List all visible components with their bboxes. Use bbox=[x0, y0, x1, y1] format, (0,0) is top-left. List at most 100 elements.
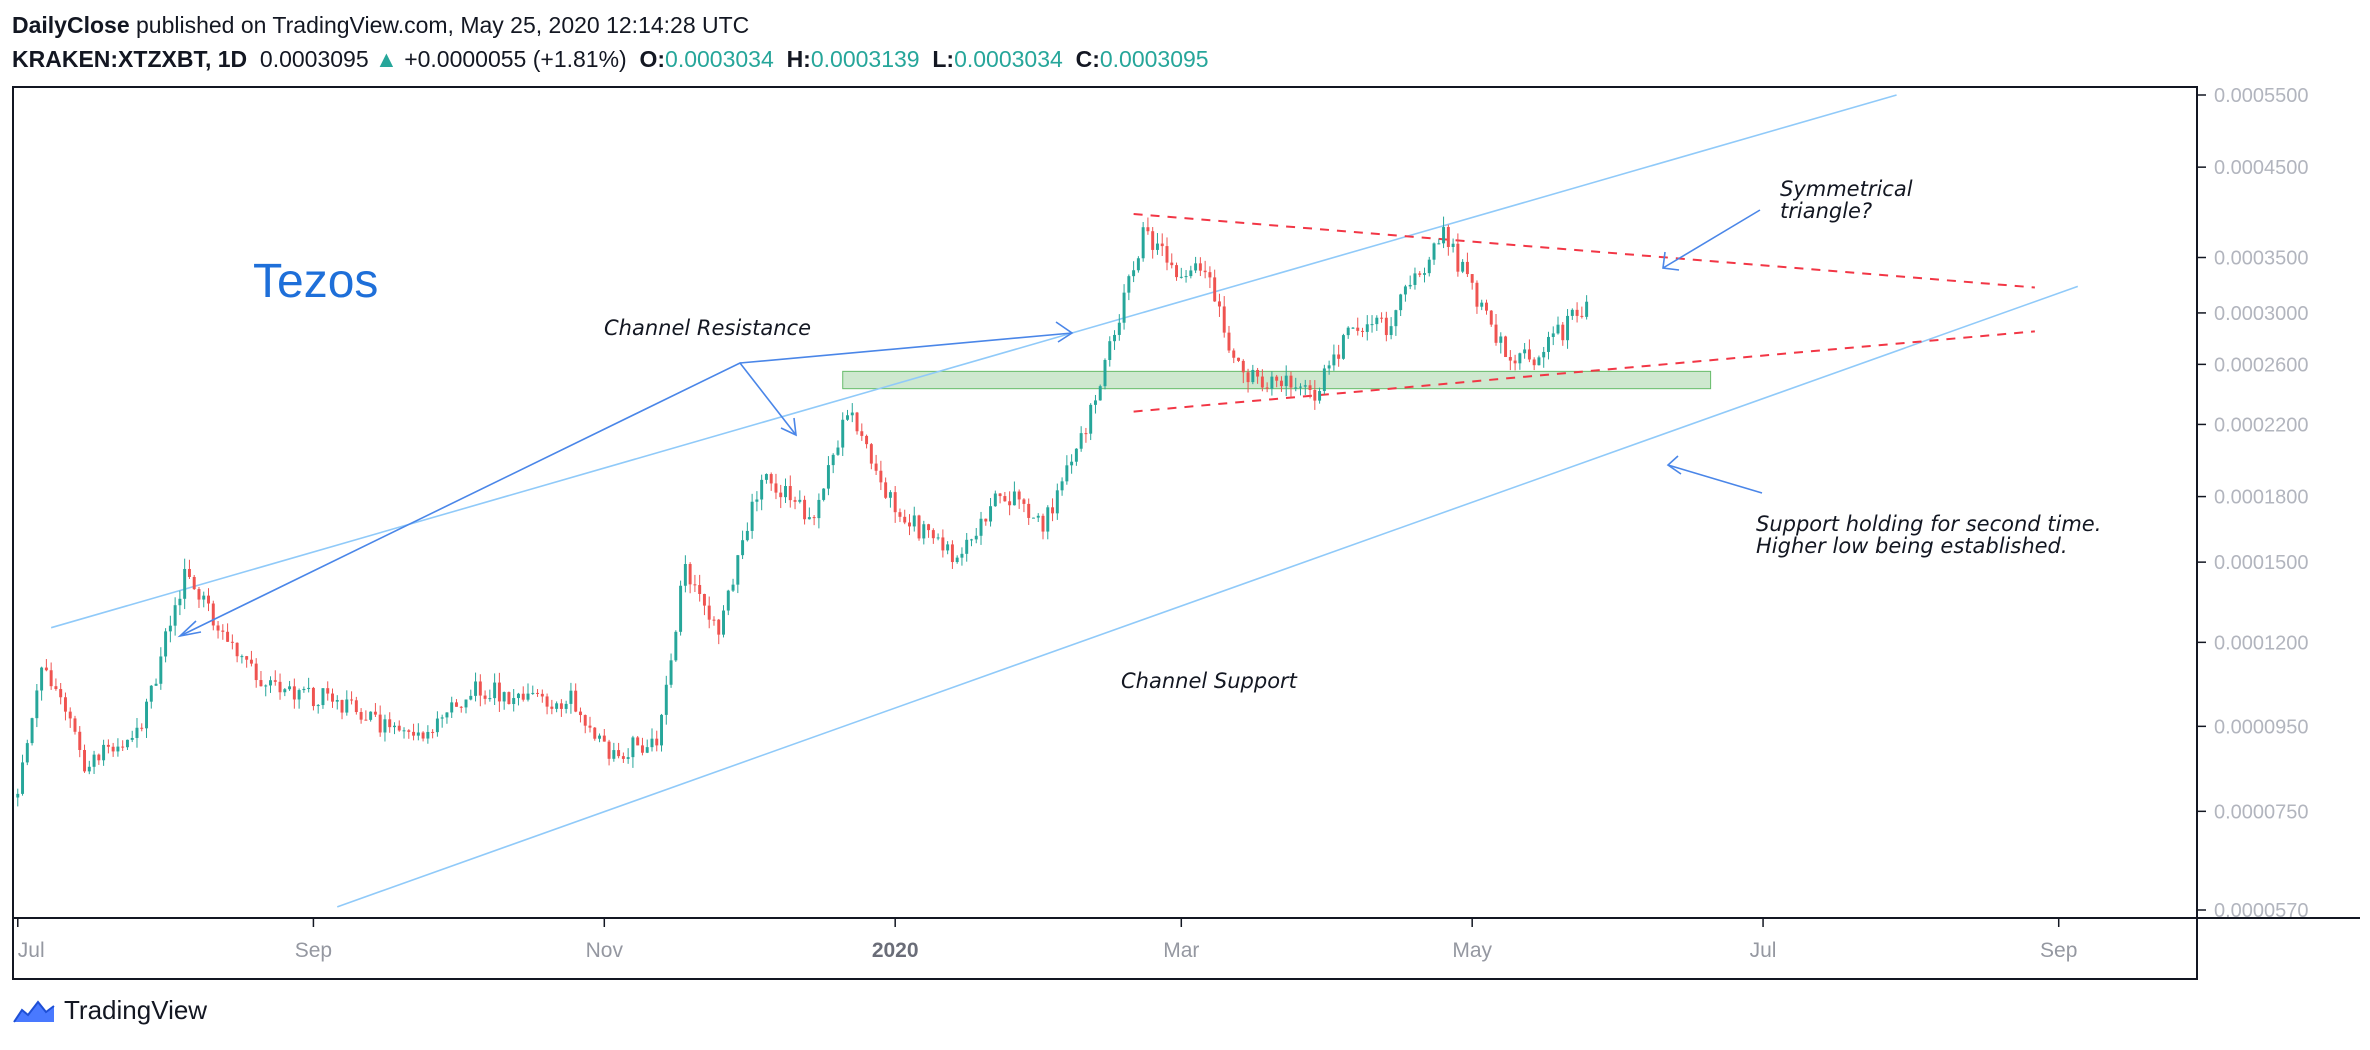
candle bbox=[1551, 326, 1555, 346]
time-tick-label: Jul bbox=[18, 939, 45, 962]
candle bbox=[931, 528, 935, 544]
candle-body bbox=[1303, 385, 1307, 387]
candle bbox=[1504, 335, 1508, 358]
candle-body bbox=[812, 517, 816, 519]
candle-body bbox=[936, 537, 940, 539]
high-label: H: bbox=[786, 46, 811, 72]
candle bbox=[1370, 315, 1374, 333]
candle-body bbox=[154, 683, 158, 686]
candle bbox=[846, 409, 849, 421]
candle-body bbox=[626, 757, 630, 759]
candle bbox=[1299, 383, 1302, 396]
candle bbox=[235, 642, 239, 663]
candle-body bbox=[1155, 243, 1159, 250]
candle bbox=[178, 590, 182, 616]
candle-body bbox=[1227, 332, 1231, 351]
candle bbox=[1103, 358, 1107, 390]
candle-body bbox=[87, 766, 91, 772]
low-label: L: bbox=[932, 46, 955, 72]
candle-body bbox=[1141, 227, 1145, 259]
price-tick-label: 0.0003500 bbox=[2214, 248, 2309, 270]
candle-body bbox=[1217, 301, 1221, 307]
price-change: +0.0000055 (+1.81%) bbox=[404, 46, 627, 72]
publisher-name[interactable]: DailyClose bbox=[12, 12, 130, 38]
candle-body bbox=[264, 685, 268, 687]
candle-body bbox=[803, 499, 807, 520]
candle-body bbox=[826, 465, 830, 489]
candle-body bbox=[288, 686, 292, 690]
candle-body bbox=[516, 693, 520, 699]
candle-body bbox=[1394, 310, 1398, 327]
candle bbox=[1060, 477, 1064, 496]
candle bbox=[1179, 267, 1183, 279]
candle bbox=[1442, 216, 1446, 249]
candle bbox=[1012, 481, 1016, 506]
candle-body bbox=[588, 725, 592, 728]
candle-body bbox=[974, 535, 978, 540]
candle bbox=[187, 559, 191, 579]
candle-body bbox=[197, 589, 201, 600]
candle-body bbox=[326, 688, 330, 694]
candle bbox=[1580, 306, 1584, 319]
candle bbox=[507, 691, 511, 705]
candle bbox=[1222, 296, 1226, 338]
candle-body bbox=[726, 590, 730, 611]
candle bbox=[1566, 309, 1570, 349]
candle-body bbox=[1361, 330, 1364, 332]
candle bbox=[1175, 262, 1179, 281]
candle bbox=[917, 514, 921, 541]
candle bbox=[1251, 364, 1255, 385]
candle-body bbox=[1098, 386, 1102, 401]
price-tick-label: 0.0005500 bbox=[2214, 85, 2309, 107]
time-axis[interactable]: Jul Sep Nov 2020 Mar May Jul Sep bbox=[17, 918, 2078, 962]
close-label: C: bbox=[1075, 46, 1100, 72]
candle bbox=[822, 488, 826, 502]
candle bbox=[1480, 299, 1484, 311]
candle bbox=[1275, 374, 1279, 388]
candle-body bbox=[116, 746, 120, 752]
candle bbox=[1098, 384, 1102, 401]
price-tick-label: 0.0000570 bbox=[2214, 900, 2309, 922]
candle-body bbox=[1527, 349, 1531, 360]
candle-body bbox=[760, 479, 764, 500]
candle-body bbox=[755, 499, 759, 502]
candle bbox=[16, 788, 20, 807]
price-axis[interactable]: 0.0005500 0.0004500 0.0003500 0.0003000 0.00… bbox=[2197, 85, 2309, 922]
candle bbox=[683, 555, 687, 593]
candle-body bbox=[1442, 227, 1446, 244]
price-tick-label: 0.0001800 bbox=[2214, 487, 2309, 509]
candle bbox=[1561, 322, 1565, 346]
candle bbox=[602, 729, 606, 742]
candle-body bbox=[1322, 368, 1326, 392]
candle bbox=[1074, 448, 1078, 466]
candle bbox=[1437, 238, 1441, 245]
candle-body bbox=[1213, 277, 1217, 302]
candle-body bbox=[1461, 261, 1465, 272]
candle bbox=[1485, 299, 1488, 315]
candle bbox=[1194, 256, 1198, 274]
candle-body bbox=[993, 493, 997, 507]
tradingview-brand: TradingView bbox=[64, 995, 208, 1025]
candle-body bbox=[106, 744, 110, 747]
candle bbox=[836, 440, 840, 456]
candle-body bbox=[750, 501, 754, 531]
candle bbox=[779, 484, 783, 509]
candle bbox=[497, 672, 501, 712]
candle-body bbox=[884, 482, 888, 498]
candle bbox=[884, 477, 888, 500]
symbol-label[interactable]: KRAKEN:XTZXBT, 1D bbox=[12, 46, 248, 72]
candle bbox=[760, 474, 764, 511]
candle-body bbox=[788, 486, 792, 501]
tradingview-watermark[interactable]: TradingView bbox=[12, 995, 207, 1026]
candle-body bbox=[1480, 302, 1484, 307]
candle-body bbox=[1260, 376, 1264, 388]
candle-body bbox=[779, 492, 783, 498]
candle bbox=[655, 730, 659, 752]
candle-body bbox=[311, 687, 315, 707]
candle-body bbox=[602, 735, 606, 742]
candle bbox=[1523, 342, 1527, 359]
candle bbox=[788, 475, 792, 508]
candle bbox=[831, 453, 835, 474]
candle bbox=[955, 555, 959, 564]
